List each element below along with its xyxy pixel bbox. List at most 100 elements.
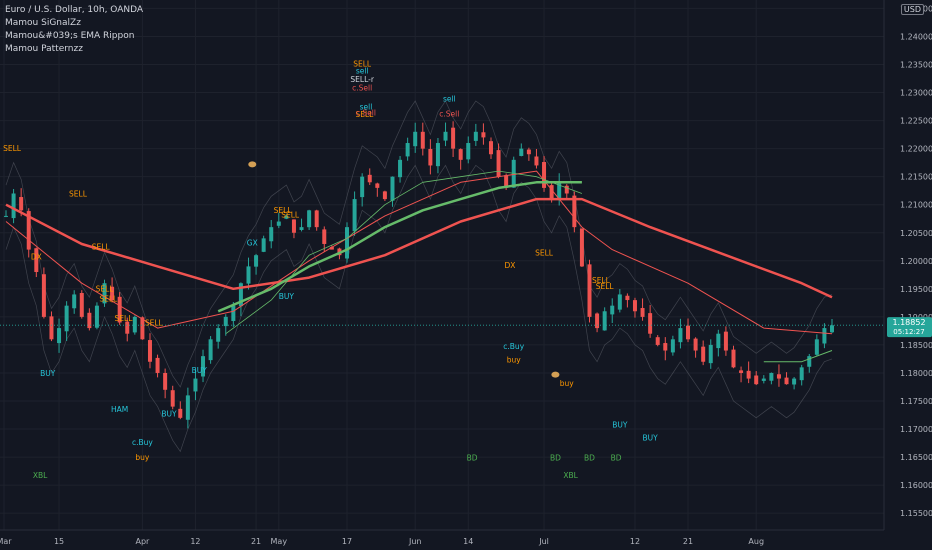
candle-body	[625, 295, 630, 301]
signal-label: c.Sell	[439, 110, 459, 119]
candle-body	[87, 312, 92, 329]
signal-label: c.Sell	[352, 83, 372, 92]
candle-body	[822, 328, 827, 344]
candle-body	[716, 333, 721, 349]
signal-label: SELL	[592, 276, 611, 285]
candle-body	[572, 195, 577, 228]
price-tick-label: 1.16500	[900, 453, 932, 462]
candle-body	[231, 305, 236, 322]
candle-body	[64, 305, 69, 332]
candle-body	[110, 286, 115, 301]
candle-body	[511, 159, 516, 188]
candle-body	[41, 274, 46, 317]
candle-body	[814, 339, 819, 355]
currency-label[interactable]: USD	[900, 4, 924, 15]
candle-body	[504, 175, 509, 188]
candle-body	[519, 148, 524, 156]
candle-body	[746, 370, 751, 379]
signal-label: SELL	[96, 285, 115, 294]
candle-body	[549, 185, 554, 200]
signal-label: SELL	[115, 314, 134, 323]
signal-label: c.Sell	[356, 109, 376, 118]
candle-body	[299, 227, 304, 230]
candle-body	[557, 182, 562, 200]
candle-body	[731, 349, 736, 368]
candle-body	[769, 372, 774, 381]
signal-label: buy	[507, 355, 522, 364]
candle-body	[405, 143, 410, 157]
candle-body	[254, 255, 259, 267]
candle-body	[739, 370, 744, 373]
signal-label: DX	[504, 261, 515, 270]
indicator-ema[interactable]: Mamou&#039;s EMA Rippon	[5, 31, 135, 41]
candle-body	[216, 328, 221, 342]
candle-body	[617, 294, 622, 310]
kangaroo-icon	[248, 161, 257, 168]
candle-body	[398, 159, 403, 178]
candle-body	[602, 311, 607, 331]
indicator-signals[interactable]: Mamou SiGnalZz	[5, 18, 81, 28]
candle-body	[261, 238, 266, 252]
candle-body	[754, 375, 759, 385]
signal-label: BD	[584, 453, 595, 462]
price-tick-label: 1.20500	[900, 229, 932, 238]
candle-body	[170, 390, 175, 407]
candle-body	[307, 210, 312, 228]
candle-body	[784, 377, 789, 385]
candle-body	[708, 344, 713, 364]
price-tick-label: 1.21000	[900, 201, 932, 210]
signal-label: SELL	[281, 211, 300, 220]
price-tick-label: 1.17500	[900, 397, 932, 406]
signal-label: c.Buy	[132, 438, 153, 447]
candle-body	[193, 378, 198, 392]
candle-body	[352, 199, 357, 232]
candle-body	[428, 148, 433, 166]
candle-body	[49, 316, 54, 340]
indicator-patterns[interactable]: Mamou Patternzz	[5, 44, 83, 54]
candle-body	[640, 308, 645, 317]
signal-label: XBL	[33, 471, 48, 480]
price-tick-label: 1.15500	[900, 509, 932, 518]
symbol-title[interactable]: Euro / U.S. Dollar, 10h, OANDA	[5, 5, 144, 15]
signal-label: BUY	[643, 433, 659, 442]
candle-body	[57, 328, 62, 344]
candle-body	[458, 149, 463, 160]
signal-label: BUY	[279, 292, 295, 301]
candle-body	[238, 283, 243, 307]
signal-label: SELL	[535, 249, 554, 258]
signal-label: SELL	[145, 318, 164, 327]
price-tick-label: 1.19500	[900, 285, 932, 294]
candle-body	[291, 219, 296, 233]
candle-body	[595, 313, 600, 329]
candle-body	[413, 131, 418, 147]
price-box	[887, 317, 932, 338]
candle-body	[79, 292, 84, 317]
candle-body	[564, 185, 569, 194]
time-tick-label: 15	[54, 537, 64, 546]
candle-body	[178, 408, 183, 418]
candle-body	[4, 215, 8, 217]
time-tick-label: Mar	[0, 537, 12, 546]
signal-label: sell	[443, 95, 456, 104]
candle-body	[587, 264, 592, 317]
price-box-countdown: 05:12:27	[893, 328, 924, 336]
signal-label: SELL	[92, 243, 111, 252]
candle-body	[314, 210, 319, 228]
signal-label: BD	[467, 453, 478, 462]
signal-label: BD	[611, 453, 622, 462]
candle-body	[481, 132, 486, 138]
candle-body	[761, 378, 766, 381]
signal-label: SELL	[274, 206, 293, 215]
ema-fast-line	[5, 170, 833, 335]
signal-label: c.Buy	[503, 342, 524, 351]
candle-body	[473, 131, 478, 141]
candle-body	[678, 328, 683, 343]
candle-body	[670, 339, 675, 353]
price-axis-bg	[884, 0, 932, 550]
candle-body	[496, 150, 501, 177]
candle-body	[435, 143, 440, 167]
candle-body	[284, 215, 289, 219]
candle-body	[140, 317, 145, 340]
candle-body	[19, 197, 24, 211]
